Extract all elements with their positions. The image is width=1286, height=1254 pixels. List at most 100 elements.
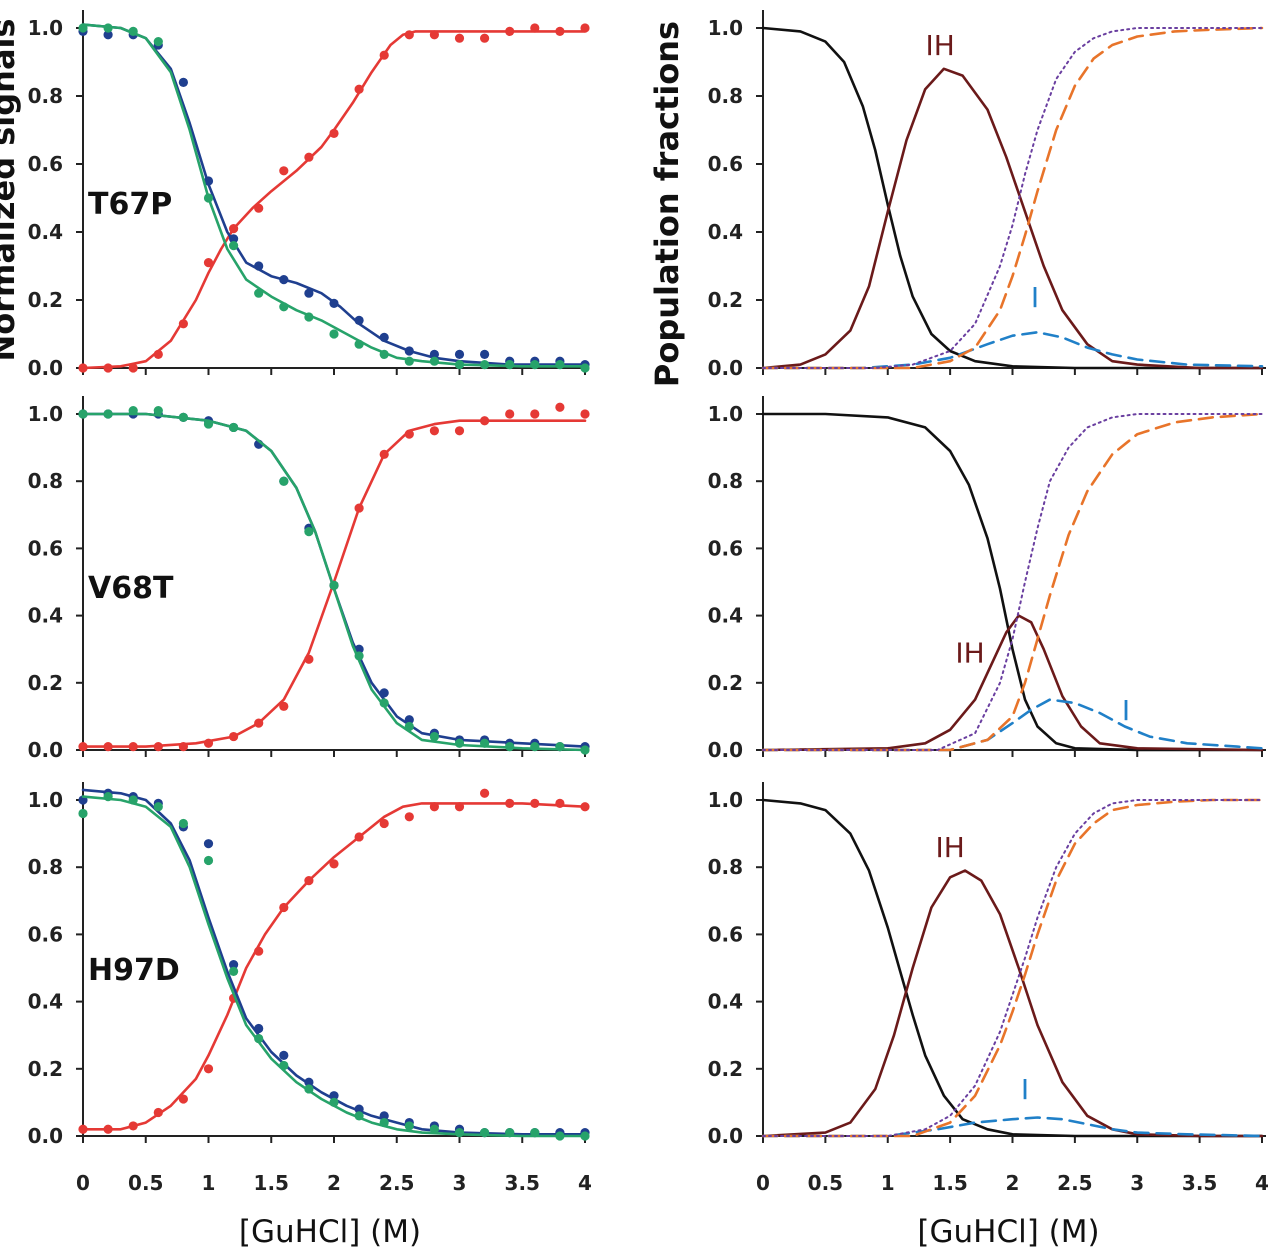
- data-point-red: [454, 33, 465, 43]
- y-tick-label: 0.8: [28, 469, 63, 493]
- data-point-green: [304, 1084, 314, 1094]
- series-line-unfolded: [761, 798, 1264, 1138]
- data-point-green: [454, 738, 465, 748]
- data-point-green: [555, 360, 565, 370]
- data-point-green: [229, 241, 239, 251]
- data-point-red: [153, 349, 163, 359]
- data-point-green: [379, 698, 389, 708]
- data-point-blue: [404, 715, 414, 725]
- data-point-red: [555, 402, 565, 412]
- y-tick-label: 0.4: [28, 220, 63, 244]
- data-point-green: [78, 808, 88, 819]
- data-point-red: [429, 802, 439, 812]
- y-tick-label: 0.8: [28, 84, 63, 108]
- data-point-blue: [279, 275, 289, 285]
- data-point-red: [580, 802, 590, 812]
- data-point-green: [580, 745, 590, 755]
- data-point-green: [329, 580, 339, 590]
- data-point-red: [530, 409, 540, 419]
- data-point-green: [354, 651, 364, 661]
- data-point-red: [128, 363, 138, 373]
- x-tick-label: 1: [881, 1171, 895, 1195]
- data-point-green: [480, 360, 490, 370]
- x-tick-label: 0.5: [808, 1171, 843, 1195]
- data-point-green: [304, 312, 314, 322]
- y-tick-label: 0.8: [708, 469, 743, 493]
- data-point-green: [480, 738, 490, 748]
- data-point-green: [203, 193, 214, 203]
- data-point-red: [304, 152, 314, 162]
- x-tick-label: 3: [453, 1171, 467, 1195]
- data-point-red: [78, 1124, 88, 1134]
- data-point-red: [254, 203, 264, 213]
- y-tick-label: 0.2: [708, 1057, 743, 1081]
- data-point-green: [103, 23, 113, 33]
- data-point-red: [203, 738, 214, 748]
- data-point-red: [78, 363, 88, 373]
- data-point-green: [254, 288, 264, 298]
- data-point-blue: [404, 346, 414, 356]
- data-point-red: [429, 30, 439, 40]
- y-tick-label: 0.0: [708, 356, 743, 380]
- data-point-red: [279, 166, 289, 176]
- data-point-green: [429, 731, 439, 742]
- data-point-green: [203, 855, 214, 866]
- data-point-green: [279, 476, 289, 486]
- y-tick-label: 1.0: [708, 402, 743, 426]
- data-point-red: [128, 742, 138, 752]
- data-point-red: [454, 802, 465, 812]
- y-axis-title: Normalized signals: [0, 18, 22, 361]
- data-point-red: [555, 798, 565, 808]
- data-point-blue: [379, 1111, 389, 1121]
- data-point-green: [505, 742, 515, 752]
- data-point-red: [429, 426, 439, 436]
- data-point-red: [178, 742, 188, 752]
- x-tick-label: 4: [1255, 1171, 1269, 1195]
- data-point-red: [203, 1064, 214, 1074]
- data-point-red: [379, 50, 389, 60]
- data-point-green: [128, 795, 138, 805]
- y-tick-label: 0.4: [28, 990, 63, 1014]
- data-point-red: [178, 319, 188, 329]
- data-point-green: [429, 356, 439, 366]
- data-point-red: [404, 30, 414, 40]
- panel-right-t67p: 0.0 0.2 0.4 0.6 0.8 1.0 IH I Population fraction…: [648, 10, 1266, 387]
- x-axis-title: [GuHCl] (M): [239, 1214, 421, 1250]
- y-tick-label: 0.2: [28, 288, 63, 312]
- data-point-red: [530, 23, 540, 33]
- series-line-unfolded: [761, 412, 1264, 752]
- x-tick-label: 1.5: [254, 1171, 289, 1195]
- data-point-red: [505, 26, 515, 36]
- data-point-blue: [480, 349, 490, 359]
- data-point-green: [329, 329, 339, 339]
- x-tick-label: 3: [1130, 1171, 1144, 1195]
- data-point-green: [203, 419, 214, 429]
- data-point-red: [304, 654, 314, 664]
- data-point-red: [329, 859, 339, 869]
- data-point-green: [530, 1128, 540, 1138]
- x-tick-label: 2: [327, 1171, 341, 1195]
- y-tick-label: 0.4: [708, 220, 743, 244]
- panel-left-v68t: 0.0 0.2 0.4 0.6 0.8 1.0 V68T: [28, 396, 590, 762]
- data-point-blue: [379, 688, 389, 698]
- data-point-red: [254, 946, 264, 956]
- data-point-green: [354, 1111, 364, 1121]
- data-point-blue: [254, 261, 264, 271]
- data-point-red: [128, 1121, 138, 1131]
- y-tick-label: 0.6: [708, 922, 743, 946]
- y-tick-label: 0.0: [28, 738, 63, 762]
- data-point-blue: [354, 644, 364, 654]
- y-tick-label: 0.2: [28, 671, 63, 695]
- data-point-red: [279, 902, 289, 913]
- data-point-green: [103, 409, 113, 419]
- series-line-IH: [761, 869, 1264, 1138]
- data-point-blue: [203, 839, 214, 849]
- y-tick-label: 0.8: [708, 855, 743, 879]
- y-tick-label: 1.0: [28, 788, 63, 812]
- data-point-blue: [354, 315, 364, 325]
- data-point-green: [329, 1097, 339, 1107]
- data-point-red: [254, 718, 264, 728]
- data-point-red: [178, 1094, 188, 1104]
- series-line-IH: [761, 67, 1264, 370]
- panel-left-t67p: 0.0 0.2 0.4 0.6 0.8 1.0 T67P Normalized signals: [0, 10, 590, 380]
